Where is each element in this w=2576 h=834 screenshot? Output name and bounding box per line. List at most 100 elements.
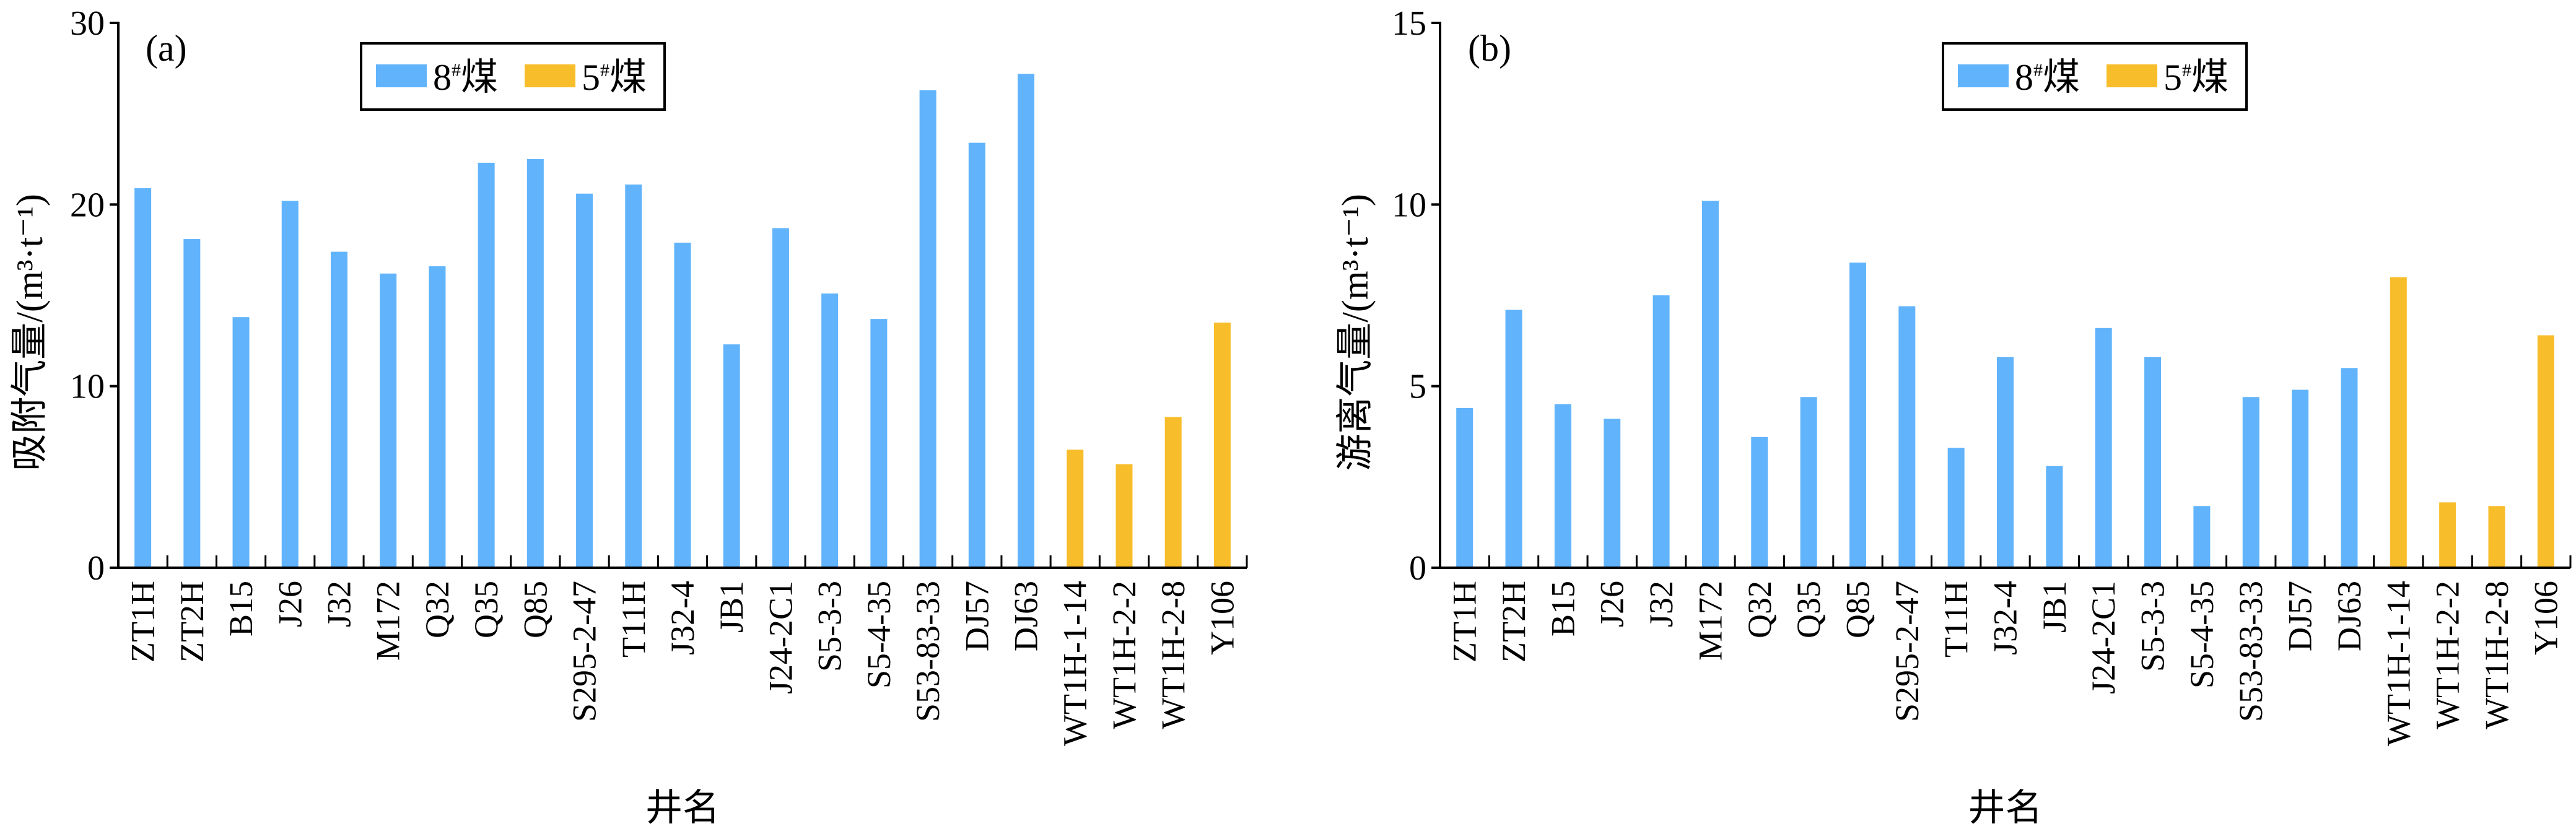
bar-Q85 (1849, 263, 1866, 568)
y-tick-label: 30 (70, 4, 105, 43)
bar-WT1H-2-8 (1164, 417, 1182, 568)
x-tick-label: WT1H-1-14 (1057, 581, 1094, 746)
y-axis-label: 游离气量/(m³·t⁻¹) (1335, 194, 1376, 471)
bar-Q35 (478, 162, 495, 568)
bar-S5-3-3 (821, 293, 839, 568)
x-tick-label: WT1H-2-8 (2478, 581, 2515, 729)
y-tick-label: 15 (1392, 4, 1426, 43)
bar-S295-2-47 (576, 193, 593, 568)
bar-WT1H-2-2 (2439, 502, 2456, 568)
bar-JB1 (2046, 466, 2063, 568)
x-tick-label: WT1H-2-8 (1155, 581, 1192, 729)
bar-J32 (1653, 295, 1670, 568)
bar-WT1H-1-14 (1067, 450, 1084, 568)
y-tick-label: 0 (87, 549, 105, 588)
bar-DJ63 (2341, 368, 2358, 568)
legend-item-8-coal: 8#煤 (376, 57, 498, 98)
x-tick-label: WT1H-1-14 (2380, 581, 2417, 746)
bar-WT1H-2-2 (1116, 464, 1133, 568)
x-tick-label: ZT2H (173, 581, 211, 662)
x-tick-label: Q35 (1790, 581, 1827, 638)
bar-M172 (380, 273, 397, 568)
x-tick-label: Q85 (517, 581, 554, 638)
x-tick-label: Y106 (1203, 581, 1241, 655)
legend-swatch (525, 64, 575, 87)
bar-Y106 (1213, 323, 1231, 568)
x-tick-label: M172 (370, 581, 407, 661)
bar-M172 (1701, 201, 1719, 568)
x-tick-label: B15 (1544, 581, 1581, 636)
x-tick-label: S295-2-47 (566, 581, 603, 722)
x-tick-label: J32 (1643, 581, 1680, 627)
x-tick-label: ZT2H (1495, 581, 1532, 662)
panel-label: (a) (146, 28, 187, 69)
bar-J32-4 (674, 242, 691, 568)
y-tick-label: 10 (70, 368, 105, 406)
bar-J24-2C1 (2095, 328, 2112, 568)
x-tick-label: J24-2C1 (762, 581, 799, 694)
bar-Y106 (2537, 335, 2554, 568)
legend-swatch (1958, 64, 2009, 87)
y-tick-label: 10 (1392, 186, 1426, 224)
bar-WT1H-1-14 (2390, 277, 2407, 568)
bar-JB1 (723, 344, 740, 568)
bar-S295-2-47 (1898, 306, 1916, 568)
y-tick-label: 0 (1409, 549, 1426, 588)
y-axis-label: 吸附气量/(m³·t⁻¹) (9, 194, 50, 471)
legend: 8#煤 5#煤 (1942, 42, 2248, 111)
bar-ZT1H (134, 188, 152, 568)
x-tick-label: DJ57 (958, 581, 995, 651)
legend: 8#煤 5#煤 (360, 42, 666, 111)
bar-ZT1H (1456, 407, 1474, 568)
x-tick-label: J32 (320, 581, 357, 627)
x-tick-label: S53-83-33 (909, 581, 946, 722)
x-tick-label: J24-2C1 (2085, 581, 2122, 694)
x-tick-label: WT1H-2-2 (2429, 581, 2466, 729)
bar-S5-4-35 (2193, 506, 2211, 568)
x-tick-label: Q85 (1839, 581, 1876, 638)
x-tick-label: J26 (1594, 581, 1631, 627)
x-tick-label: S5-3-3 (811, 581, 849, 672)
legend-item-5-coal: 5#煤 (525, 57, 647, 98)
bar-DJ57 (968, 142, 985, 568)
legend-label: 8#煤 (2015, 57, 2080, 98)
bar-J26 (281, 201, 299, 568)
bar-Q85 (526, 159, 544, 568)
bar-Q35 (1800, 397, 1817, 568)
bar-ZT2H (1505, 310, 1522, 568)
x-tick-label: S5-4-35 (2183, 581, 2220, 688)
legend-item-5-coal: 5#煤 (2107, 57, 2229, 98)
x-tick-label: J32-4 (664, 581, 701, 655)
legend-label: 8#煤 (433, 57, 498, 98)
bar-J24-2C1 (772, 228, 789, 568)
bar-B15 (232, 317, 250, 568)
x-tick-label: S295-2-47 (1888, 581, 1926, 722)
x-tick-label: B15 (222, 581, 260, 636)
legend-swatch (376, 64, 427, 87)
bar-DJ63 (1018, 74, 1035, 568)
bar-T11H (1947, 448, 1965, 568)
legend-label: 5#煤 (2163, 57, 2229, 98)
x-tick-label: S53-83-33 (2232, 581, 2269, 722)
x-tick-label: WT1H-2-2 (1106, 581, 1143, 729)
x-tick-label: ZT1H (1446, 581, 1483, 662)
bar-J32-4 (1997, 357, 2014, 568)
bar-T11H (625, 185, 642, 568)
bar-S5-3-3 (2144, 357, 2162, 568)
legend-swatch (2107, 64, 2157, 87)
bar-S5-4-35 (870, 319, 888, 568)
y-tick-label: 20 (70, 186, 105, 224)
x-tick-label: M172 (1692, 581, 1729, 661)
chart-panel-a: 0 10 20 30 ZT1H ZT2H B15 J26 J32 M172 Q32 Q35 Q85 S29… (9, 4, 1248, 828)
x-tick-label: DJ57 (2282, 581, 2319, 651)
legend-label: 5#煤 (582, 57, 647, 98)
bar-WT1H-2-8 (2488, 506, 2505, 568)
bar-S53-83-33 (919, 90, 937, 568)
x-tick-label: T11H (1937, 581, 1975, 658)
bar-J32 (330, 251, 347, 568)
x-tick-label: S5-4-35 (860, 581, 897, 688)
x-tick-label: S5-3-3 (2134, 581, 2172, 672)
x-tick-label: J32-4 (1987, 581, 2024, 655)
x-tick-label: JB1 (2036, 581, 2073, 633)
